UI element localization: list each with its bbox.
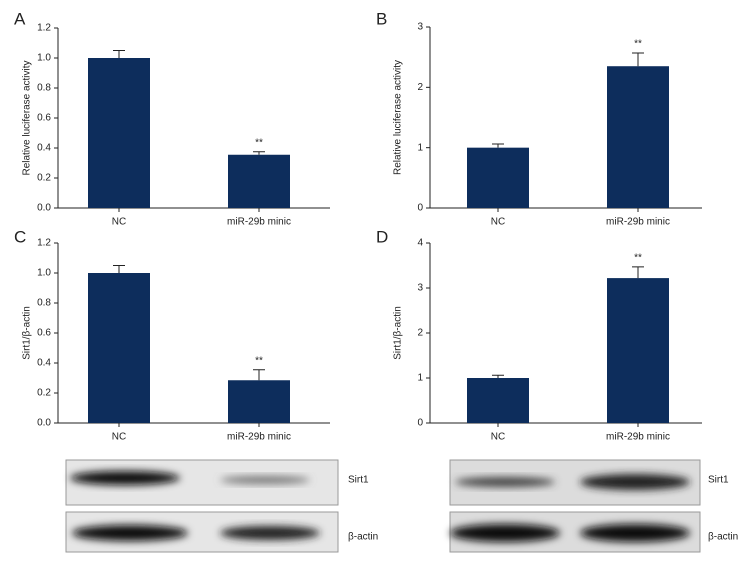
y-tick-label: 2: [417, 82, 423, 93]
panel-letter: A: [14, 9, 26, 28]
error-bar: [253, 151, 265, 155]
y-tick-label: 0.8: [37, 83, 51, 94]
blot-band: [220, 476, 310, 484]
blot-label: Sirt1: [708, 475, 729, 486]
bar: [88, 58, 150, 208]
x-tick-label: NC: [112, 217, 126, 228]
bar: [467, 378, 529, 423]
y-axis-label: Relative luciferase activity: [393, 60, 404, 175]
bar: [228, 154, 290, 208]
y-tick-label: 0.6: [37, 328, 51, 339]
y-tick-label: 1: [417, 142, 423, 153]
x-tick-label: miR-29b minic: [606, 432, 670, 443]
error-bar: [492, 374, 504, 378]
y-axis-label: Sirt1/β-actin: [393, 306, 404, 360]
y-tick-label: 0.2: [37, 173, 51, 184]
blot-band: [220, 526, 320, 540]
blot-label: β-actin: [708, 532, 738, 543]
bar: [467, 147, 529, 208]
x-tick-label: miR-29b minic: [227, 217, 291, 228]
error-bar: [632, 52, 644, 67]
y-tick-label: 0.8: [37, 298, 51, 309]
bar: [228, 380, 290, 423]
x-tick-label: miR-29b minic: [606, 217, 670, 228]
y-tick-label: 0: [417, 203, 423, 214]
y-tick-label: 0.0: [37, 418, 51, 429]
y-tick-label: 0.6: [37, 113, 51, 124]
error-bar: [253, 369, 265, 381]
error-bar: [492, 143, 504, 148]
y-axis-label: Relative luciferase activity: [22, 60, 33, 175]
blot-label: Sirt1: [348, 475, 369, 486]
y-tick-label: 2: [417, 328, 423, 339]
bar: [607, 278, 669, 423]
y-tick-label: 3: [417, 283, 423, 294]
blot-label: β-actin: [348, 532, 378, 543]
blot-band: [450, 524, 560, 542]
error-bar: [113, 265, 125, 273]
y-tick-label: 0: [417, 418, 423, 429]
error-bar: [113, 50, 125, 58]
x-tick-label: miR-29b minic: [227, 432, 291, 443]
y-axis-label: Sirt1/β-actin: [22, 306, 33, 360]
significance: **: [255, 355, 263, 366]
panel-letter: D: [376, 227, 388, 246]
significance: **: [634, 39, 642, 50]
y-tick-label: 1.0: [37, 53, 51, 64]
y-tick-label: 3: [417, 22, 423, 33]
significance: **: [634, 252, 642, 263]
error-bar: [632, 266, 644, 279]
y-tick-label: 1.2: [37, 23, 51, 34]
y-tick-label: 0.4: [37, 358, 51, 369]
bar: [607, 66, 669, 208]
bar: [88, 273, 150, 423]
y-tick-label: 1.2: [37, 238, 51, 249]
y-tick-label: 4: [417, 238, 423, 249]
x-tick-label: NC: [112, 432, 126, 443]
y-tick-label: 0.2: [37, 388, 51, 399]
blot-band: [72, 525, 188, 541]
blot-right: [449, 459, 701, 553]
significance: **: [255, 137, 263, 148]
blot-band: [580, 524, 690, 542]
blot-band: [580, 474, 690, 490]
blot-band: [70, 471, 180, 485]
blot-left: [65, 459, 339, 553]
x-tick-label: NC: [491, 432, 505, 443]
panel-letter: B: [376, 9, 387, 28]
y-tick-label: 1.0: [37, 268, 51, 279]
y-tick-label: 1: [417, 373, 423, 384]
y-tick-label: 0.4: [37, 143, 51, 154]
panel-letter: C: [14, 227, 26, 246]
y-tick-label: 0.0: [37, 203, 51, 214]
x-tick-label: NC: [491, 217, 505, 228]
blot-band: [455, 477, 555, 487]
